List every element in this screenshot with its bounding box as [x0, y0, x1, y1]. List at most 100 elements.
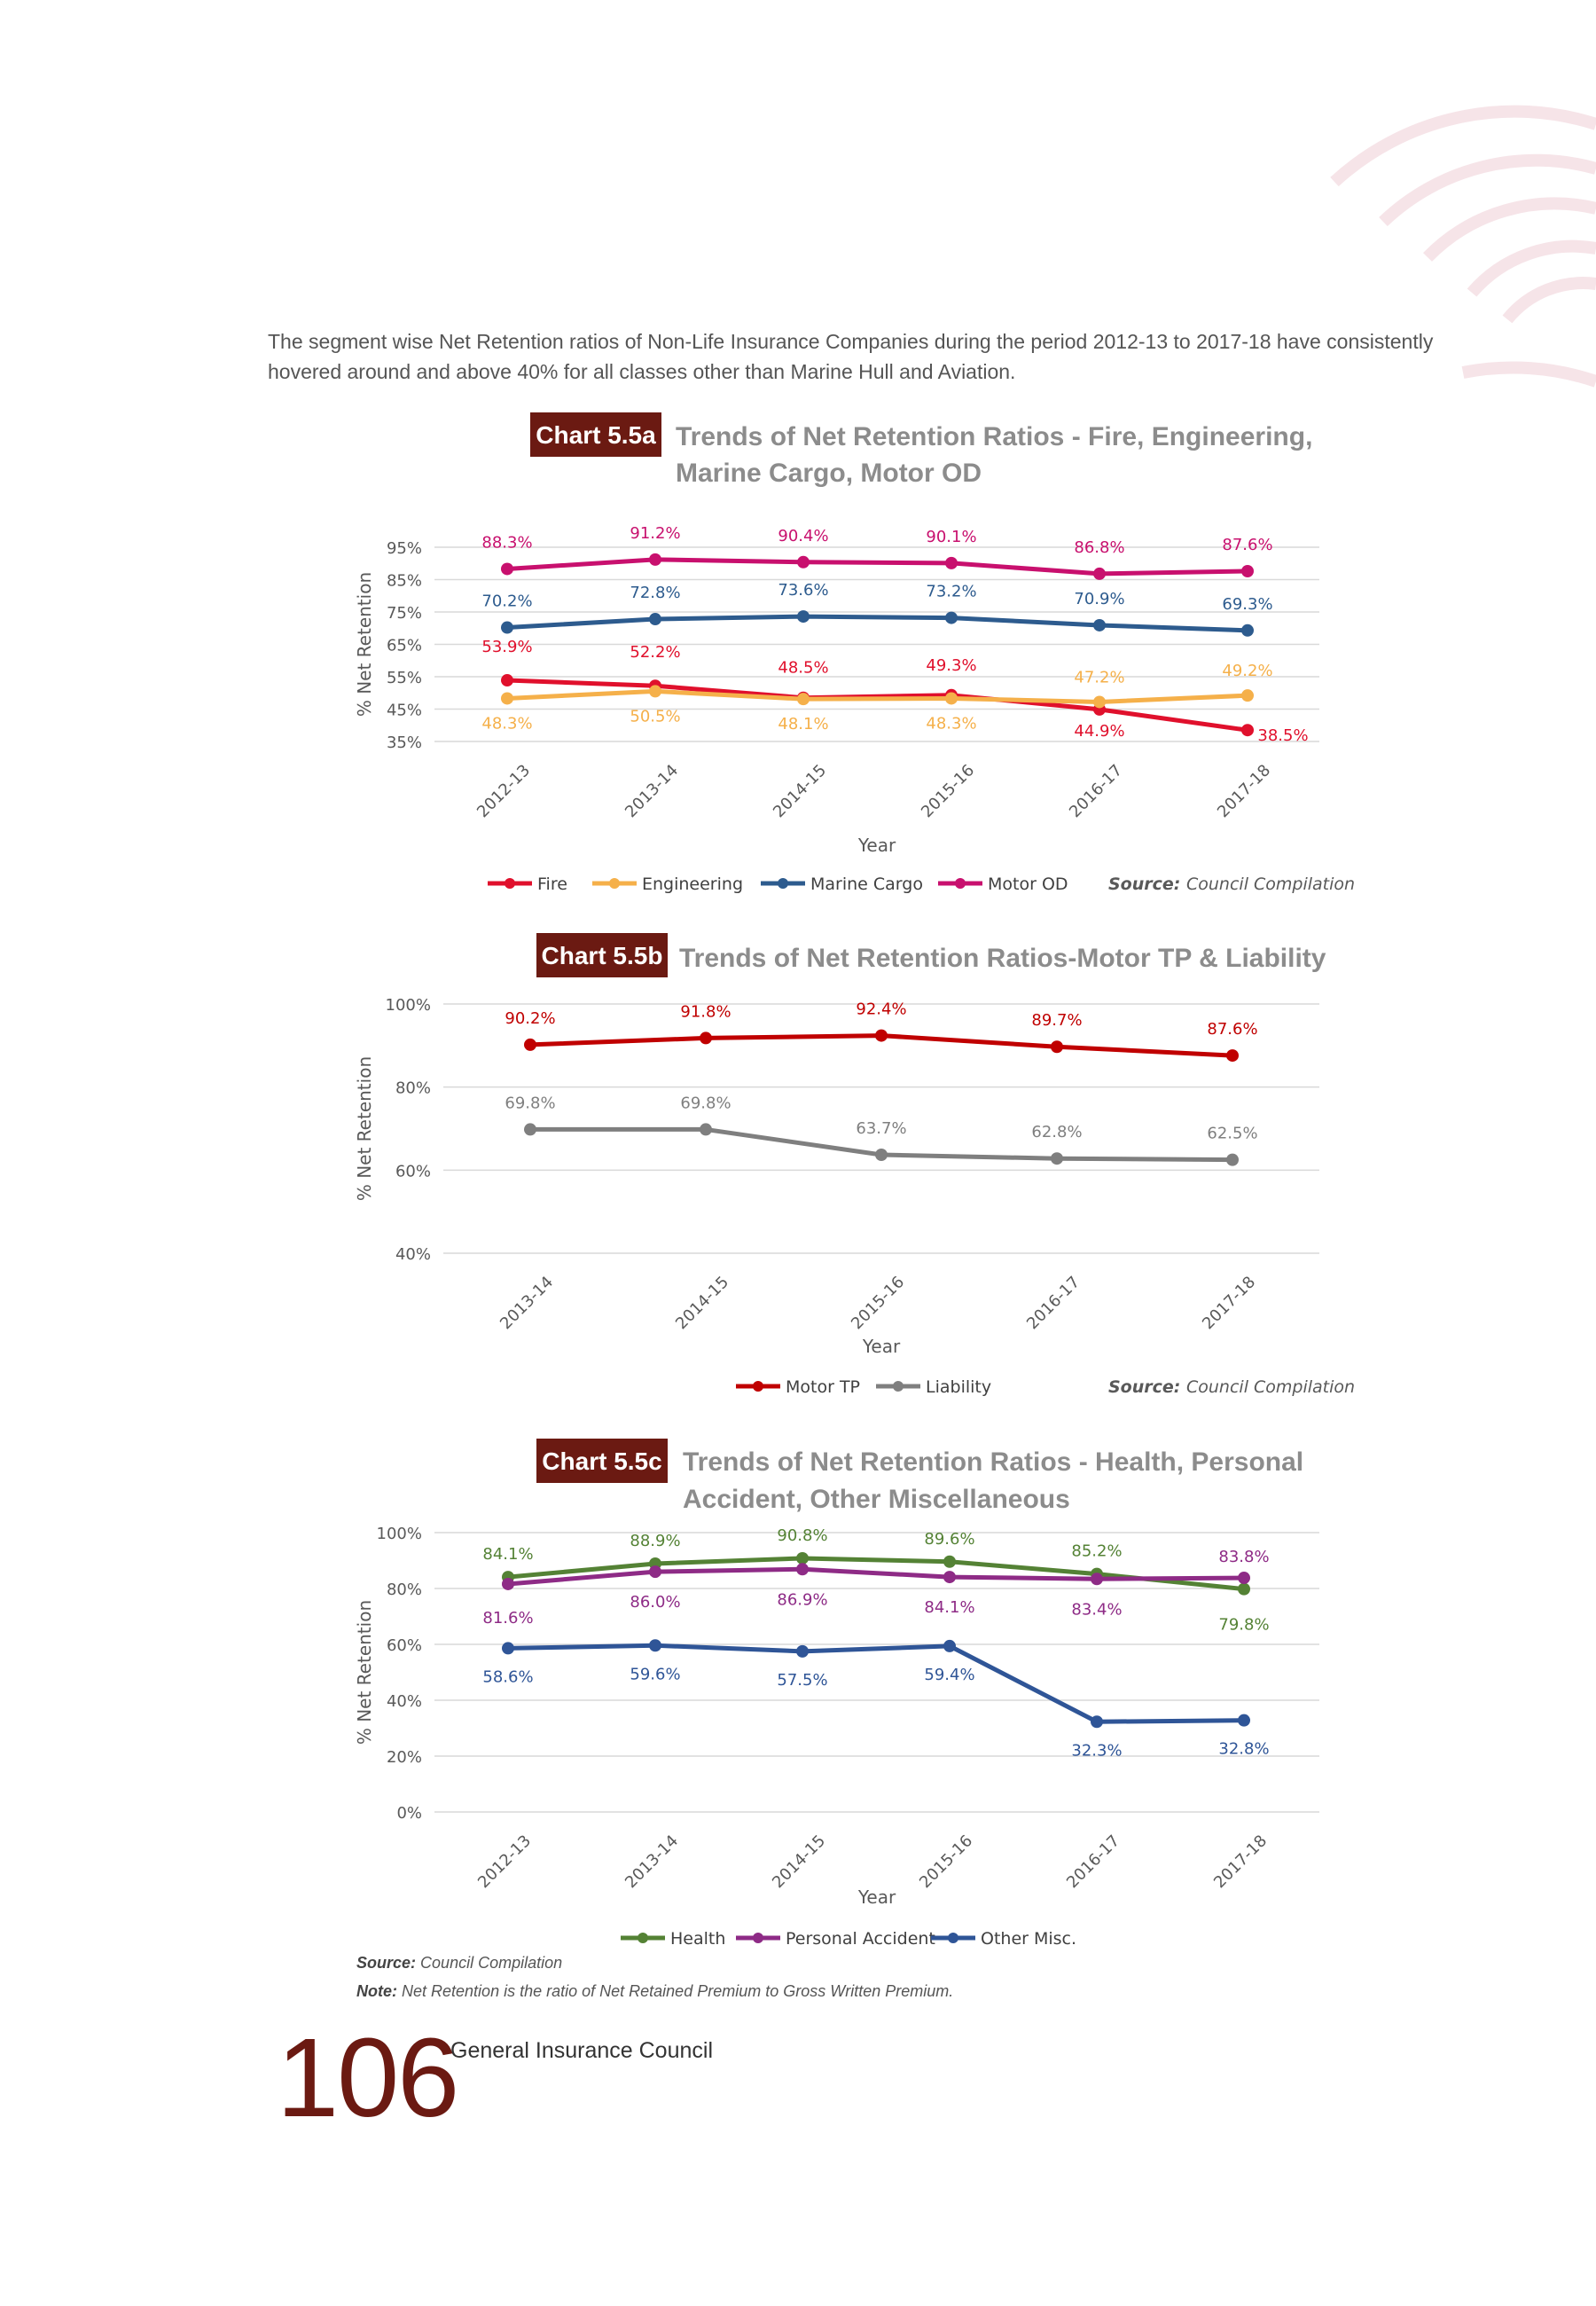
series-line [506, 678, 1248, 733]
x-tick-label: 2013-14 [622, 1831, 682, 1892]
data-point [797, 693, 810, 706]
data-label: 32.3% [1071, 1741, 1122, 1760]
data-label: 90.8% [777, 1526, 827, 1545]
y-tick-label: 45% [387, 702, 422, 720]
data-point [1241, 624, 1254, 637]
y-tick-label: 65% [387, 637, 422, 655]
legend-entry-motor-tp: Motor TP [786, 1377, 860, 1397]
y-tick-label: 100% [386, 996, 431, 1015]
data-label: 69.8% [505, 1094, 555, 1112]
legend-swatch-dot [955, 878, 966, 889]
x-tick-label: 2014-15 [769, 1831, 829, 1892]
data-label: 32.8% [1218, 1740, 1269, 1759]
data-point [649, 1639, 661, 1652]
data-label: 63.7% [856, 1119, 906, 1138]
footer-note-text: Net Retention is the ratio of Net Retain… [402, 1982, 954, 2000]
x-axis-label: Year [857, 835, 896, 856]
data-point [501, 562, 513, 576]
data-point [797, 610, 810, 624]
data-point [649, 1565, 661, 1579]
page-number: 106 [277, 2015, 459, 2140]
data-point [1051, 1152, 1063, 1165]
legend-entry-fire: Fire [537, 875, 567, 894]
chart-tag-background [530, 412, 661, 457]
data-label: 48.3% [926, 714, 976, 733]
data-label: 44.9% [1074, 722, 1124, 741]
x-tick-label: 2012-13 [473, 761, 534, 821]
x-tick-label: 2016-17 [1066, 761, 1126, 821]
legend: Health Personal Accident Other Misc. [621, 1929, 1076, 1949]
data-label: 90.1% [926, 528, 976, 546]
data-label: 91.2% [630, 524, 680, 543]
data-label: 69.3% [1222, 595, 1272, 614]
footer-source-text: Council Compilation [420, 1954, 563, 1972]
data-label: 83.4% [1071, 1600, 1122, 1619]
data-label: 52.2% [630, 643, 680, 662]
data-label: 89.7% [1031, 1011, 1082, 1030]
y-tick-label: 20% [387, 1748, 422, 1767]
data-point [1226, 1153, 1239, 1166]
legend-entry-other-misc: Other Misc. [981, 1929, 1076, 1949]
chart-tag: Chart 5.5a [530, 412, 661, 457]
data-point [1093, 695, 1106, 709]
data-label: 90.4% [778, 527, 828, 545]
y-tick-label: 95% [387, 539, 422, 558]
data-label: 59.4% [924, 1666, 974, 1684]
y-tick-label: 85% [387, 572, 422, 591]
legend-swatch-dot [638, 1933, 648, 1943]
data-label: 48.5% [778, 659, 828, 678]
data-point [649, 613, 661, 626]
data-label: 62.5% [1207, 1125, 1257, 1143]
chart-title-line2: Marine Cargo, Motor OD [676, 459, 982, 488]
chart-tag-label: Chart 5.5b [542, 942, 663, 969]
legend-swatch-dot [609, 878, 620, 889]
data-label: 86.9% [777, 1590, 827, 1609]
data-label: 72.8% [630, 584, 680, 602]
data-point [502, 1642, 514, 1655]
y-tick-label: 75% [387, 604, 422, 623]
legend-swatch-dot [893, 1381, 904, 1392]
data-label: 88.9% [630, 1532, 680, 1550]
legend-swatch-dot [753, 1933, 763, 1943]
data-point [875, 1029, 888, 1042]
y-tick-label: 100% [377, 1525, 422, 1543]
series-engineering: 48.3% 50.5% 48.1% 48.3% 47.2% 49.2% [481, 662, 1272, 733]
legend-entry-health: Health [670, 1929, 725, 1949]
data-point [524, 1038, 536, 1051]
data-point [945, 611, 958, 624]
data-label: 47.2% [1074, 668, 1124, 686]
x-tick-label: 2015-16 [918, 761, 978, 821]
chart-tag-label: Chart 5.5a [536, 421, 656, 449]
data-label: 62.8% [1031, 1123, 1082, 1141]
chart-5-5a: Chart 5.5a Trends of Net Retention Ratios… [354, 412, 1355, 894]
data-label: 84.1% [482, 1545, 533, 1564]
data-point [945, 692, 958, 705]
data-point [502, 1577, 514, 1590]
data-point [945, 556, 958, 569]
x-tick-label: 2017-18 [1214, 761, 1274, 821]
series-fire: 53.9% 52.2% 48.5% 49.3% 44.9% 38.5% [481, 638, 1308, 745]
footer-note-label: Note: [356, 1982, 397, 2000]
data-point [796, 1563, 809, 1576]
x-tick-label: 2013-14 [497, 1273, 557, 1333]
data-label: 86.8% [1074, 538, 1124, 557]
data-label: 53.9% [481, 638, 532, 656]
data-label: 81.6% [482, 1609, 533, 1628]
data-point [1241, 724, 1254, 737]
x-axis-label: Year [857, 1886, 896, 1908]
x-tick-label: 2017-18 [1210, 1831, 1271, 1892]
series-line [506, 557, 1248, 576]
series-health: 84.1% 88.9% 90.8% 89.6% 85.2% 79.8% [482, 1526, 1269, 1635]
y-tick-label: 40% [387, 1692, 422, 1711]
series-motor-tp: 90.2% 91.8% 92.4% 89.7% 87.6% [505, 1000, 1258, 1063]
data-label: 92.4% [856, 1000, 906, 1019]
chart-source-text: Council Compilation [1186, 875, 1355, 894]
data-label: 49.2% [1222, 662, 1272, 680]
data-label: 38.5% [1257, 726, 1308, 745]
x-tick-label: 2012-13 [474, 1831, 535, 1892]
data-label: 89.6% [924, 1530, 974, 1549]
chart-source-label: Source: [1108, 875, 1186, 894]
footer-source-label: Source: [356, 1954, 417, 1972]
series-motor-od: 88.3% 91.2% 90.4% 90.1% 86.8% 87.6% [481, 524, 1273, 580]
legend-swatch-dot [505, 878, 515, 889]
